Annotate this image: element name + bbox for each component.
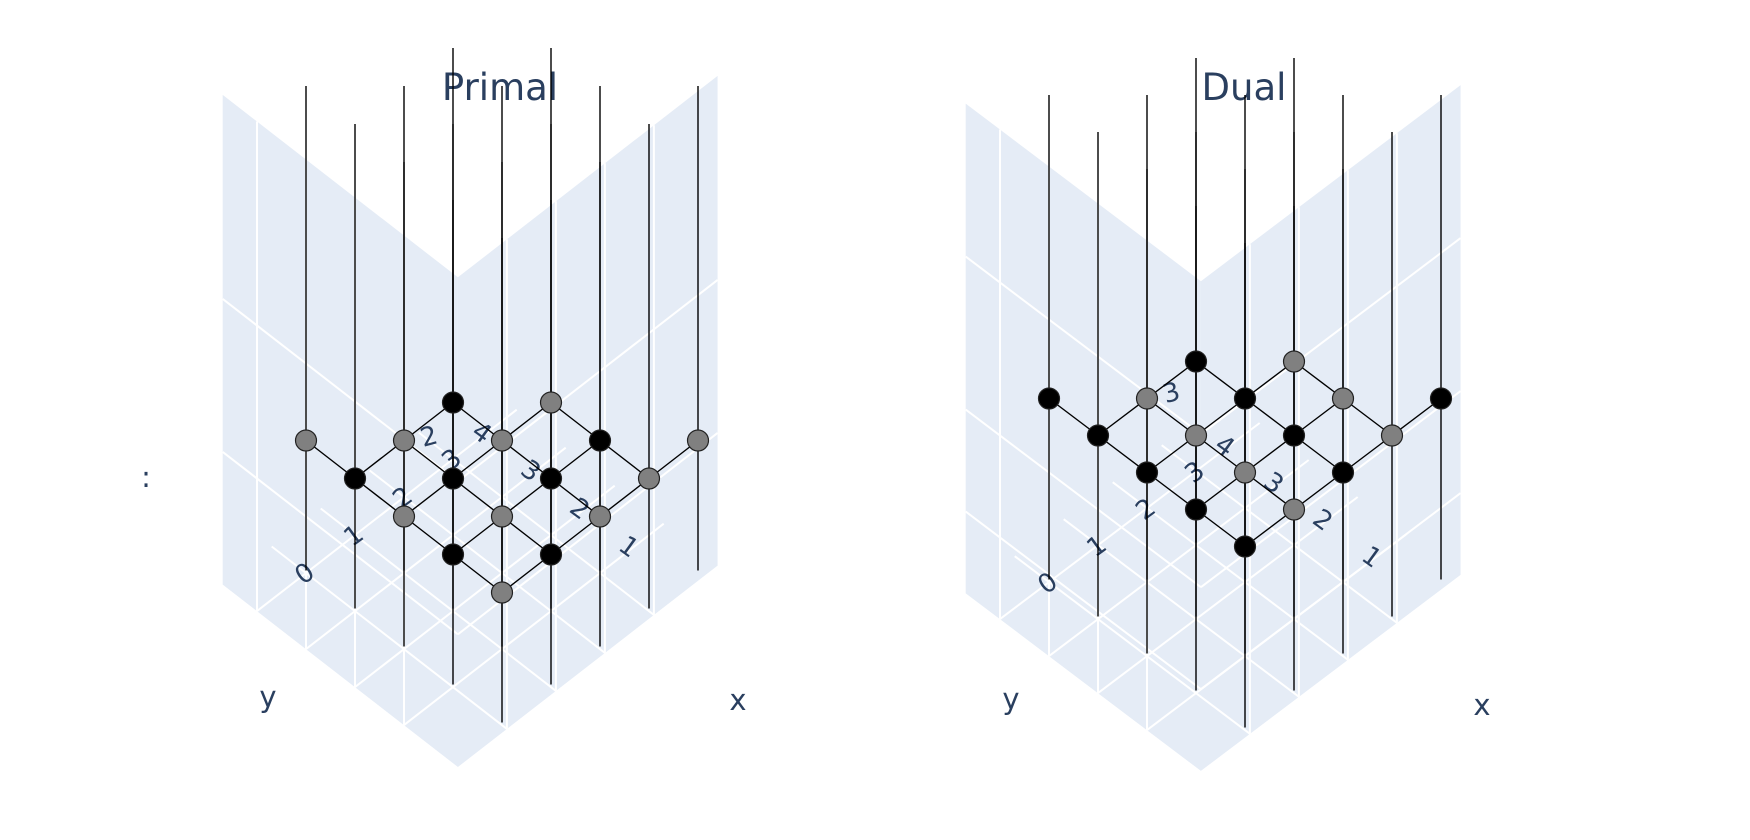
data-point	[1135, 387, 1159, 410]
data-point	[1184, 424, 1208, 447]
x-axis-title: x	[729, 683, 746, 717]
floor-plane	[965, 397, 1461, 771]
data-point	[1331, 461, 1355, 484]
data-point	[1135, 461, 1159, 484]
data-point	[1233, 535, 1257, 558]
y-axis-title: y	[1002, 682, 1019, 716]
grid-line	[222, 298, 459, 483]
data-point	[1331, 387, 1355, 410]
data-point	[1429, 387, 1453, 410]
grid-line	[403, 522, 665, 726]
data-point	[637, 467, 661, 490]
data-point	[686, 429, 710, 452]
grid-line	[1063, 518, 1300, 698]
data-point	[588, 429, 612, 452]
data-point	[539, 467, 563, 490]
y-axis-title: y	[259, 680, 276, 714]
data-point	[490, 581, 514, 604]
data-point	[1282, 498, 1306, 521]
grid-line	[965, 408, 1202, 588]
data-point	[539, 391, 563, 414]
data-point	[441, 543, 465, 566]
grid-line	[1161, 444, 1398, 624]
grid-line	[999, 422, 1261, 620]
grid-line	[271, 545, 508, 730]
grid-line	[965, 510, 1202, 690]
data-point	[588, 505, 612, 528]
grid-line	[354, 484, 616, 688]
grid-line	[1200, 492, 1462, 690]
z-tick-label: 2	[417, 420, 441, 453]
data-point	[1086, 424, 1110, 447]
data-point	[490, 505, 514, 528]
data-point	[1233, 461, 1257, 484]
grid-line	[256, 408, 518, 612]
data-point	[343, 467, 367, 490]
data-point	[441, 391, 465, 414]
data-point	[294, 429, 318, 452]
grid-line	[1048, 459, 1310, 657]
floor-plane	[222, 383, 718, 767]
data-point	[1233, 387, 1257, 410]
grid-line	[320, 507, 557, 692]
grid-line	[1112, 481, 1349, 661]
grid-line	[222, 451, 459, 636]
primal-title: Primal	[442, 66, 558, 109]
data-point	[1380, 424, 1404, 447]
grid-line	[965, 255, 1202, 435]
grid-line	[1097, 496, 1359, 694]
data-point	[1282, 350, 1306, 373]
grid-line	[369, 469, 606, 654]
dual-title: Dual	[1202, 66, 1287, 109]
grid-line	[418, 431, 655, 616]
data-point	[1282, 424, 1306, 447]
data-point	[392, 429, 416, 452]
z-axis-title: :	[141, 460, 151, 494]
data-point	[1037, 387, 1061, 410]
data-point	[490, 429, 514, 452]
data-point	[1184, 350, 1208, 373]
data-point	[1184, 498, 1208, 521]
data-point	[392, 505, 416, 528]
grid-line	[1014, 555, 1251, 735]
grid-line	[305, 446, 567, 650]
data-point	[441, 467, 465, 490]
data-point	[539, 543, 563, 566]
x-axis-title: x	[1473, 688, 1490, 722]
